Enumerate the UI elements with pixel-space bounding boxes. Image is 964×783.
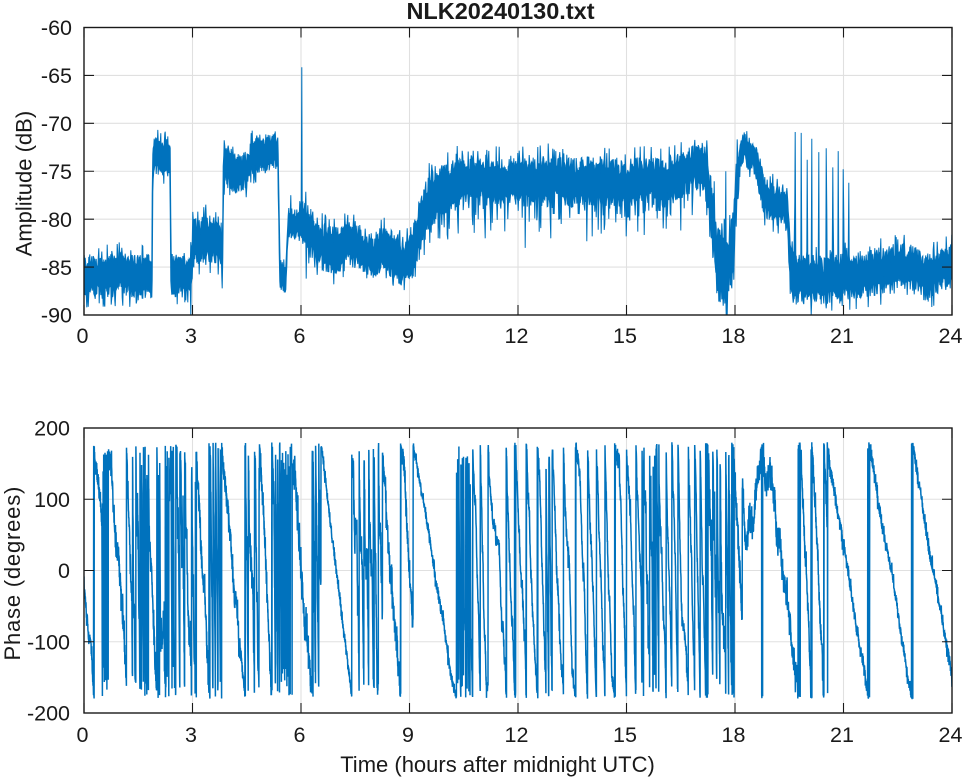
svg-text:0: 0 [58, 559, 70, 583]
svg-text:-80: -80 [41, 208, 72, 232]
svg-text:NLK20240130.txt: NLK20240130.txt [406, 0, 594, 24]
svg-text:-65: -65 [41, 64, 72, 88]
svg-text:Phase (degrees): Phase (degrees) [0, 486, 25, 661]
svg-text:21: 21 [830, 324, 854, 348]
svg-text:-75: -75 [41, 160, 72, 184]
svg-text:18: 18 [722, 324, 746, 348]
svg-text:15: 15 [613, 324, 637, 348]
svg-text:3: 3 [185, 324, 197, 348]
svg-text:24: 24 [939, 723, 963, 747]
svg-text:12: 12 [505, 723, 529, 747]
svg-text:-100: -100 [27, 631, 70, 655]
svg-text:24: 24 [939, 324, 963, 348]
svg-text:100: 100 [34, 488, 70, 512]
svg-text:-200: -200 [27, 702, 70, 726]
svg-text:15: 15 [613, 723, 637, 747]
svg-text:18: 18 [722, 723, 746, 747]
svg-text:-70: -70 [41, 112, 72, 136]
svg-text:0: 0 [77, 723, 89, 747]
svg-text:-85: -85 [41, 256, 72, 280]
svg-text:6: 6 [294, 324, 306, 348]
svg-text:21: 21 [830, 723, 854, 747]
svg-text:200: 200 [34, 417, 70, 441]
svg-text:9: 9 [402, 723, 414, 747]
svg-text:-60: -60 [41, 16, 72, 40]
svg-text:-90: -90 [41, 304, 72, 328]
svg-text:Time (hours after midnight UTC: Time (hours after midnight UTC) [340, 752, 655, 777]
svg-text:6: 6 [294, 723, 306, 747]
svg-text:3: 3 [185, 723, 197, 747]
svg-text:Amplitude (dB): Amplitude (dB) [12, 111, 37, 257]
svg-text:12: 12 [505, 324, 529, 348]
svg-text:9: 9 [402, 324, 414, 348]
svg-text:0: 0 [77, 324, 89, 348]
